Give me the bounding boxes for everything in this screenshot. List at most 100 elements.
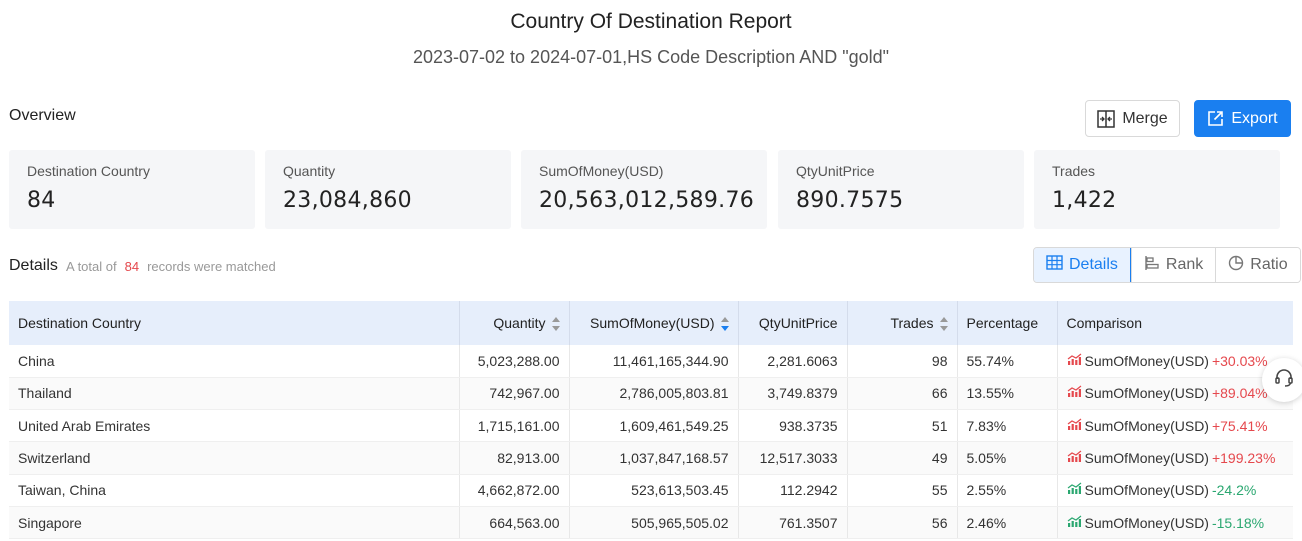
column-header-quantity[interactable]: Quantity	[459, 301, 570, 345]
column-header-trades[interactable]: Trades	[847, 301, 958, 345]
stat-card-quantity: Quantity 23,084,860	[265, 150, 511, 229]
stat-value: 1,422	[1052, 188, 1117, 213]
merge-button[interactable]: Merge	[1085, 100, 1180, 137]
support-button[interactable]	[1262, 358, 1302, 402]
merge-icon	[1097, 109, 1116, 128]
cell-percentage: 7.83%	[957, 409, 1058, 443]
comparison-delta: -15.18%	[1211, 514, 1265, 531]
bar-rank-icon	[1144, 255, 1160, 276]
table-row[interactable]: United Arab Emirates 1,715,161.00 1,609,46…	[9, 409, 1293, 443]
cell-percentage: 5.05%	[957, 441, 1058, 475]
headset-icon	[1273, 367, 1295, 394]
sort-desc-icon[interactable]	[720, 317, 729, 332]
table-row[interactable]: Switzerland 82,913.00 1,037,847,168.57 12,5…	[9, 441, 1293, 475]
cell-trades: 51	[847, 409, 958, 443]
stat-label: QtyUnitPrice	[796, 163, 875, 179]
stat-value: 890.7575	[796, 188, 904, 213]
cell-trades: 56	[847, 506, 958, 540]
comparison-metric: SumOfMoney(USD)	[1084, 514, 1209, 531]
destination-table: Destination Country Quantity SumOfMoney(…	[9, 301, 1293, 540]
cell-sum: 523,613,503.45	[569, 474, 739, 507]
cell-sum: 505,965,505.02	[569, 506, 739, 540]
stat-card-qty-unit-price: QtyUnitPrice 890.7575	[778, 150, 1024, 229]
tab-details-label: Details	[1069, 256, 1118, 273]
comparison-metric: SumOfMoney(USD)	[1084, 482, 1209, 499]
cell-unit-price: 2,281.6063	[738, 345, 848, 378]
comparison-metric: SumOfMoney(USD)	[1084, 352, 1209, 369]
cell-trades: 66	[847, 377, 958, 411]
cell-percentage: 55.74%	[957, 345, 1058, 378]
cell-sum: 2,786,005,803.81	[569, 377, 739, 411]
cell-comparison: SumOfMoney(USD) +75.41%	[1057, 409, 1293, 443]
cell-comparison: SumOfMoney(USD) +30.03%	[1057, 345, 1293, 378]
trend-down-icon	[1067, 515, 1082, 531]
column-header-sum[interactable]: SumOfMoney(USD)	[569, 301, 739, 345]
cell-quantity: 5,023,288.00	[459, 345, 570, 378]
cell-country: United Arab Emirates	[9, 409, 460, 443]
cell-unit-price: 761.3507	[738, 506, 848, 540]
cell-unit-price: 3,749.8379	[738, 377, 848, 411]
cell-sum: 1,609,461,549.25	[569, 409, 739, 443]
sort-icon[interactable]	[551, 317, 560, 332]
matched-suffix: records were matched	[147, 259, 276, 274]
tab-ratio[interactable]: Ratio	[1215, 248, 1300, 282]
cell-unit-price: 938.3735	[738, 409, 848, 443]
stat-value: 20,563,012,589.76	[539, 188, 755, 213]
table-row[interactable]: Taiwan, China 4,662,872.00 523,613,503.45 1…	[9, 474, 1293, 507]
cell-percentage: 13.55%	[957, 377, 1058, 411]
stat-label: Destination Country	[27, 163, 150, 179]
table-row[interactable]: Singapore 664,563.00 505,965,505.02 761.350…	[9, 506, 1293, 540]
stat-label: Quantity	[283, 163, 336, 179]
page-title: Country Of Destination Report	[510, 10, 792, 33]
stat-card-sum-of-money: SumOfMoney(USD) 20,563,012,589.76	[521, 150, 767, 229]
cell-country: China	[9, 345, 460, 378]
comparison-delta: +199.23%	[1211, 450, 1276, 467]
cell-sum: 1,037,847,168.57	[569, 441, 739, 475]
stat-value: 23,084,860	[283, 188, 412, 213]
matched-prefix: A total of	[66, 259, 117, 274]
cell-country: Switzerland	[9, 441, 460, 475]
stat-label: Trades	[1052, 163, 1096, 179]
cell-percentage: 2.55%	[957, 474, 1058, 507]
table-header-row: Destination Country Quantity SumOfMoney(…	[9, 301, 1293, 345]
records-matched-text: A total of 84 records were matched	[66, 259, 276, 274]
cell-unit-price: 112.2942	[738, 474, 848, 507]
table-row[interactable]: China 5,023,288.00 11,461,165,344.90 2,281.…	[9, 345, 1293, 378]
trend-up-icon	[1067, 385, 1082, 401]
table-row[interactable]: Thailand 742,967.00 2,786,005,803.81 3,749.…	[9, 377, 1293, 411]
cell-quantity: 1,715,161.00	[459, 409, 570, 443]
cell-quantity: 4,662,872.00	[459, 474, 570, 507]
sort-icon[interactable]	[939, 317, 948, 332]
matched-count: 84	[124, 259, 140, 274]
cell-quantity: 82,913.00	[459, 441, 570, 475]
stat-card-trades: Trades 1,422	[1034, 150, 1280, 229]
export-icon	[1207, 110, 1224, 127]
column-header-country: Destination Country	[9, 301, 460, 345]
tab-details[interactable]: Details	[1033, 248, 1131, 282]
export-label: Export	[1231, 109, 1278, 127]
column-header-percentage: Percentage	[957, 301, 1058, 345]
cell-unit-price: 12,517.3033	[738, 441, 848, 475]
details-heading: Details	[9, 257, 58, 274]
comparison-metric: SumOfMoney(USD)	[1084, 417, 1209, 434]
column-header-comparison: Comparison	[1057, 301, 1293, 345]
tab-rank-label: Rank	[1165, 256, 1204, 273]
tab-rank[interactable]: Rank	[1130, 248, 1216, 282]
stat-label: SumOfMoney(USD)	[539, 163, 664, 179]
pie-icon	[1228, 255, 1244, 276]
cell-quantity: 664,563.00	[459, 506, 570, 540]
comparison-delta: +89.04%	[1211, 385, 1268, 402]
merge-label: Merge	[1122, 109, 1168, 127]
cell-percentage: 2.46%	[957, 506, 1058, 540]
page-subtitle: 2023-07-02 to 2024-07-01,HS Code Descrip…	[412, 47, 890, 67]
cell-trades: 55	[847, 474, 958, 507]
comparison-metric: SumOfMoney(USD)	[1084, 450, 1209, 467]
cell-trades: 98	[847, 345, 958, 378]
export-button[interactable]: Export	[1194, 100, 1291, 137]
cell-quantity: 742,967.00	[459, 377, 570, 411]
comparison-delta: -24.2%	[1211, 482, 1257, 499]
cell-country: Singapore	[9, 506, 460, 540]
cell-comparison: SumOfMoney(USD) -24.2%	[1057, 474, 1293, 507]
cell-comparison: SumOfMoney(USD) +89.04%	[1057, 377, 1293, 411]
trend-up-icon	[1067, 353, 1082, 369]
